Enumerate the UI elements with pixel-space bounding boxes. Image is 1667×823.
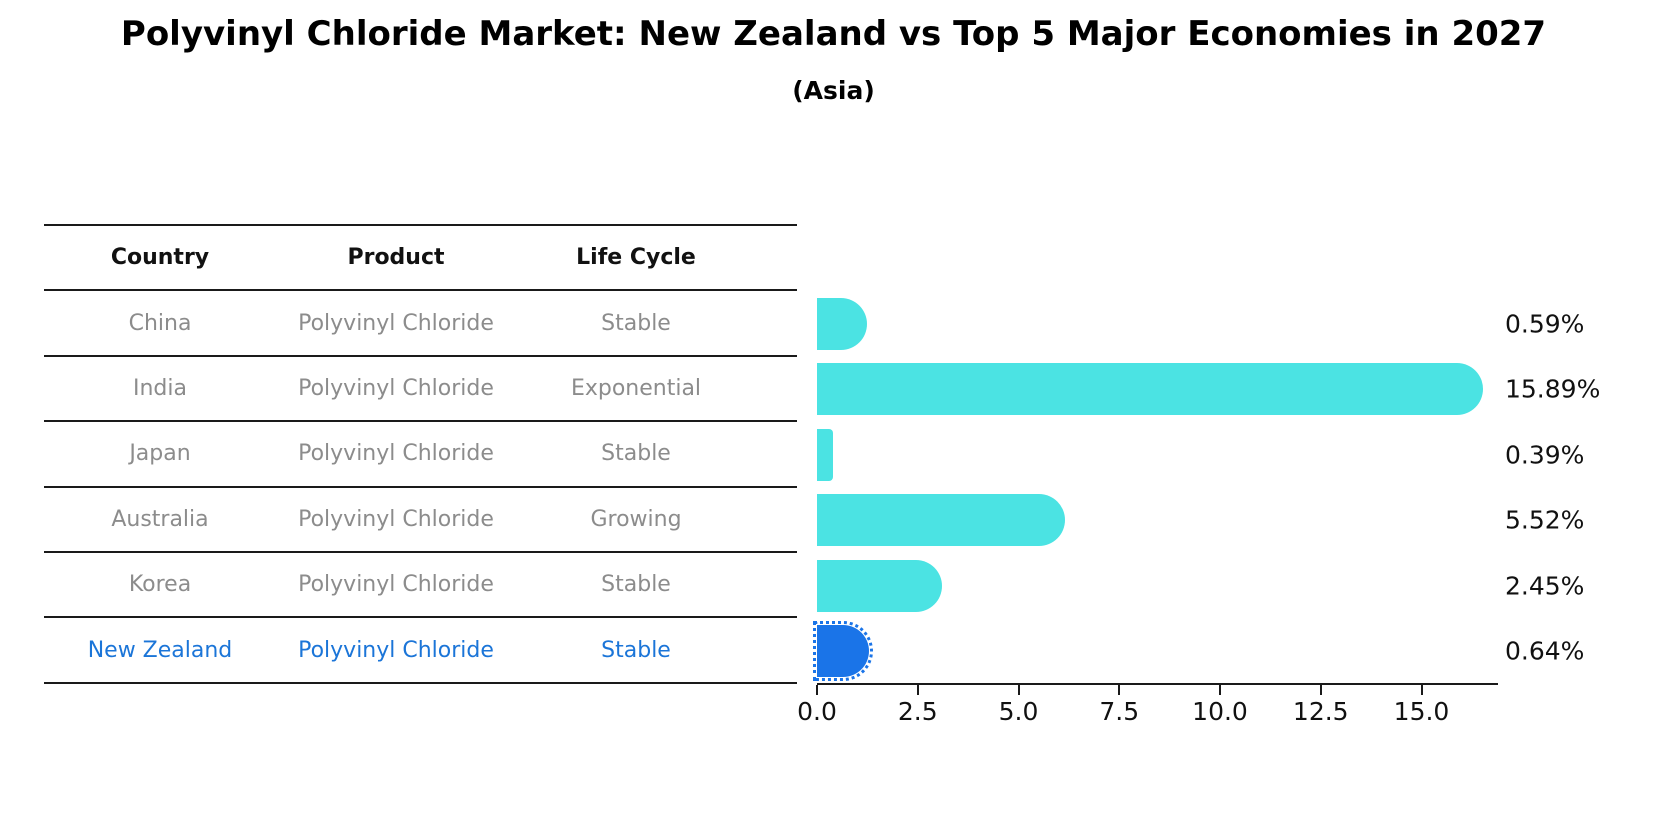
x-axis-tick (916, 685, 919, 695)
product-cell: Polyvinyl Chloride (298, 441, 494, 467)
bar-korea (817, 559, 942, 612)
product-cell: Polyvinyl Chloride (298, 375, 494, 401)
chart-title: Polyvinyl Chloride Market: New Zealand v… (120, 14, 1547, 54)
life-cycle-cell: Growing (590, 506, 682, 532)
x-axis-tick-label: 10.0 (1192, 697, 1248, 726)
bar-india (817, 363, 1484, 416)
country-cell: Australia (111, 506, 209, 532)
x-axis-line (817, 683, 1498, 685)
table-row: Japan Polyvinyl Chloride Stable (44, 422, 797, 488)
table-row: Korea Polyvinyl Chloride Stable (44, 553, 797, 619)
x-axis-tick-label: 0.0 (797, 697, 837, 726)
country-cell: Japan (129, 441, 191, 467)
x-axis-tick-label: 15.0 (1393, 697, 1450, 726)
bar-value-label: 15.89% (1505, 374, 1601, 404)
product-cell: Polyvinyl Chloride (298, 572, 494, 598)
column-header-product: Product (347, 245, 445, 271)
country-cell: Korea (128, 572, 192, 598)
bar-australia (817, 494, 1066, 547)
column-header-country: Country (110, 245, 210, 271)
product-cell: Polyvinyl Chloride (298, 637, 494, 663)
table-row: Australia Polyvinyl Chloride Growing (44, 488, 797, 553)
life-cycle-cell: Stable (601, 310, 671, 336)
table-row: India Polyvinyl Chloride Exponential (44, 357, 797, 423)
x-axis-tick (1017, 685, 1020, 695)
bar-value-label: 5.52% (1505, 505, 1585, 535)
x-axis-tick (1219, 685, 1221, 695)
life-cycle-cell: Stable (601, 572, 671, 598)
country-table: Country Product Life Cycle China Polyvin… (44, 224, 797, 684)
country-cell: New Zealand (87, 637, 233, 663)
bar-value-label: 0.59% (1505, 309, 1585, 339)
x-axis-tick (1118, 685, 1121, 695)
product-cell: Polyvinyl Chloride (298, 310, 494, 336)
bar-value-label: 0.39% (1505, 440, 1585, 470)
country-cell: India (133, 375, 187, 401)
chart-subtitle: (Asia) (792, 76, 875, 105)
table-row: China Polyvinyl Chloride Stable (44, 291, 797, 357)
life-cycle-cell: Stable (601, 637, 671, 663)
table-header-row: Country Product Life Cycle (44, 226, 797, 292)
bar-japan (817, 428, 833, 481)
x-axis-tick (816, 685, 818, 695)
bar-new-zealand (813, 621, 873, 681)
bar-china (817, 298, 867, 350)
product-cell: Polyvinyl Chloride (298, 506, 494, 532)
bar-value-label: 2.45% (1505, 571, 1585, 601)
x-axis-tick-label: 5.0 (998, 697, 1039, 726)
column-header-life-cycle: Life Cycle (576, 245, 696, 271)
bar-value-label: 0.64% (1505, 636, 1585, 666)
country-cell: China (128, 310, 192, 336)
table-row-new-zealand: New Zealand Polyvinyl Chloride Stable (44, 618, 797, 684)
x-axis-tick (1319, 685, 1322, 695)
x-axis-tick-label: 7.5 (1099, 697, 1140, 726)
x-axis-tick-label: 2.5 (897, 697, 938, 726)
life-cycle-cell: Exponential (570, 375, 702, 401)
x-axis-tick-label: 12.5 (1292, 697, 1349, 726)
x-axis-tick (1420, 685, 1423, 695)
life-cycle-cell: Stable (601, 441, 671, 467)
